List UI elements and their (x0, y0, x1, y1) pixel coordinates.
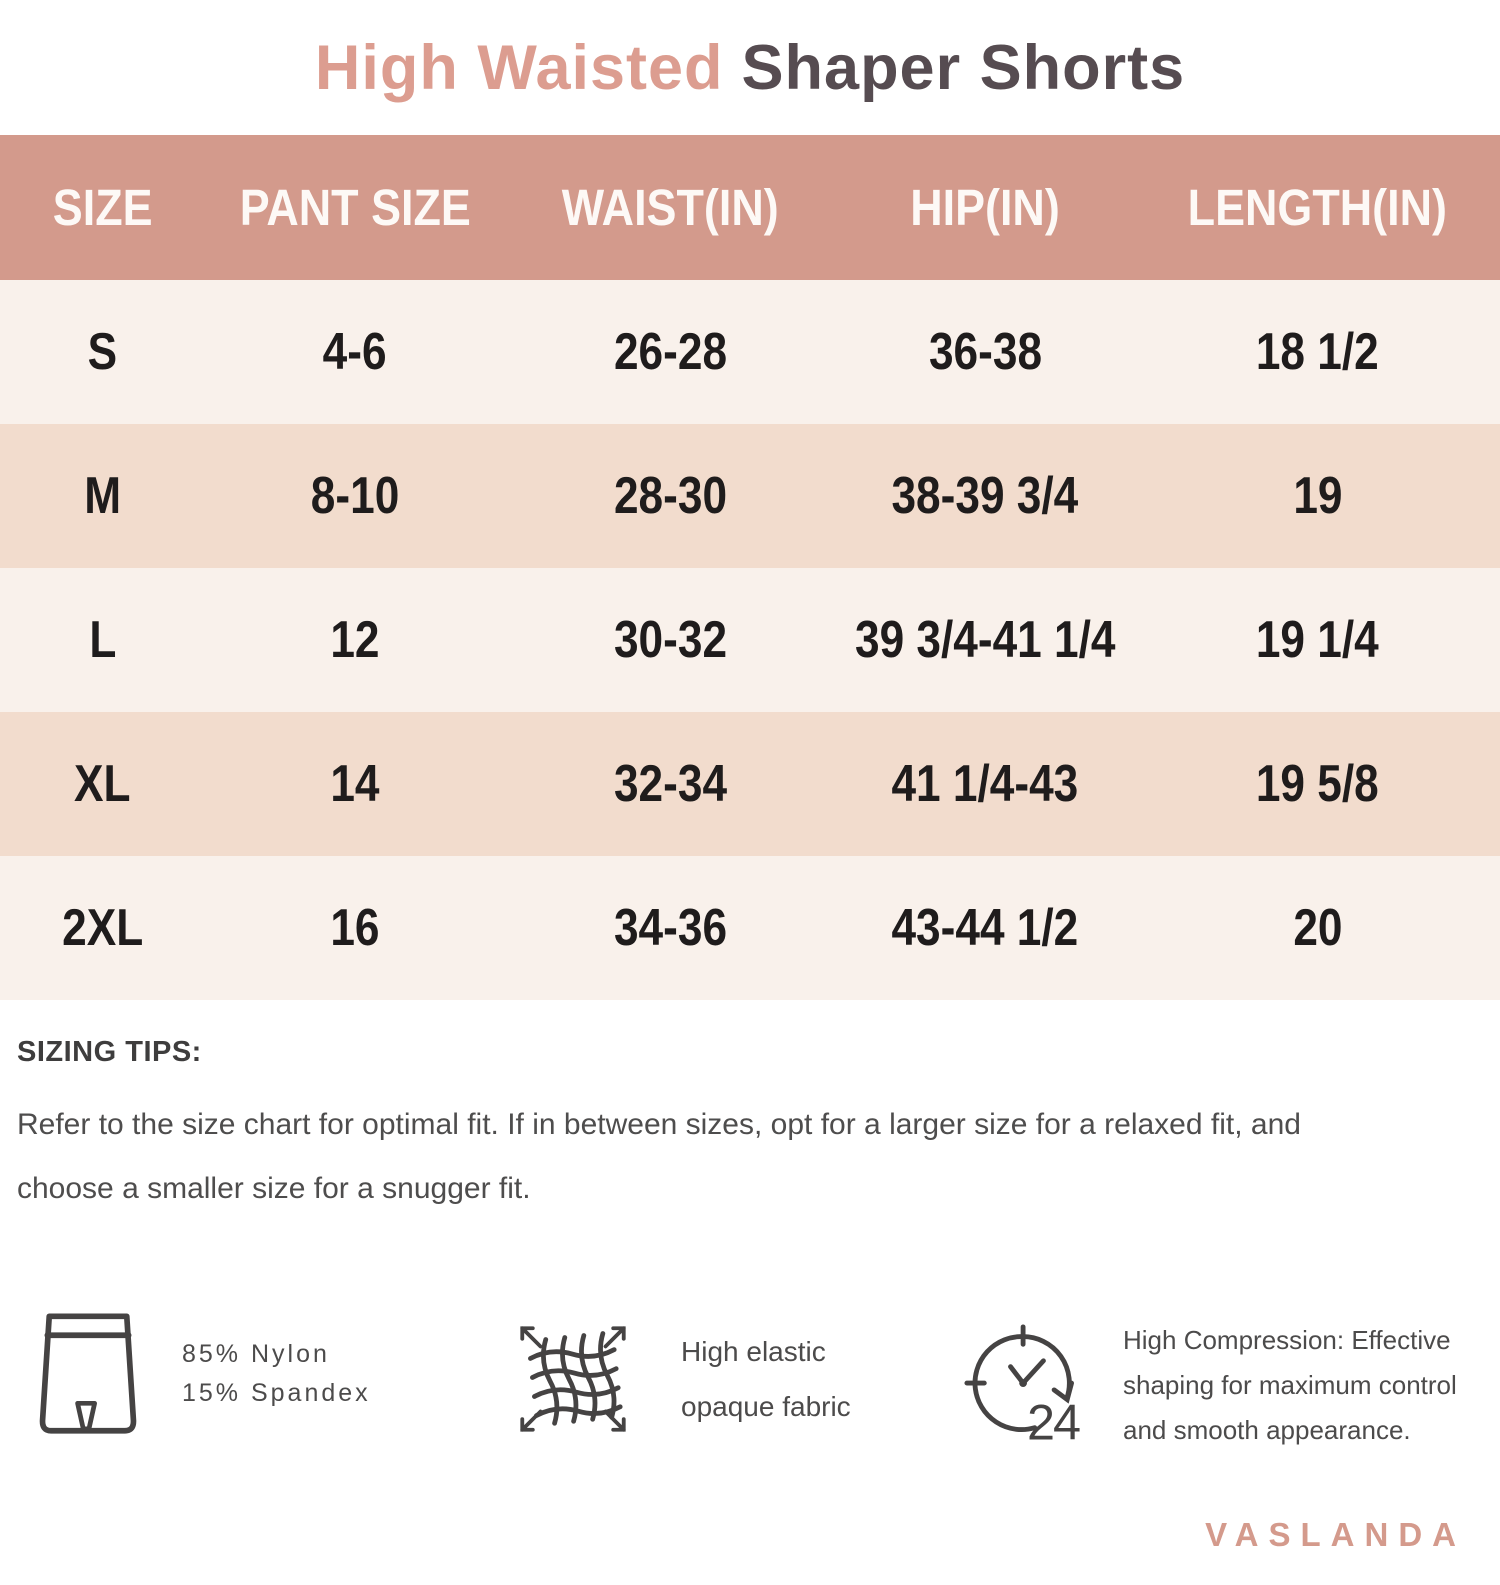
table-row-m: M 8-10 28-30 38-39 3/4 19 (0, 424, 1500, 568)
cell-waist: 34-36 (613, 899, 727, 957)
page-title: High Waisted Shaper Shorts (0, 0, 1500, 135)
cell-pant: 8-10 (310, 467, 400, 525)
cell-pant: 16 (330, 899, 380, 957)
col-header-size: SIZE (52, 179, 153, 236)
cell-length: 19 (1292, 467, 1343, 525)
brand-logo: VASLANDA (1205, 1516, 1466, 1553)
title-rest: Shaper Shorts (741, 32, 1186, 103)
sizing-tips-heading: SIZING TIPS: (17, 1036, 202, 1068)
sizing-tips-body: Refer to the size chart for optimal fit.… (17, 1093, 1487, 1221)
table-row-l: L 12 30-32 39 3/4-41 1/4 19 1/4 (0, 568, 1500, 712)
cell-length: 19 5/8 (1256, 755, 1379, 813)
feature-text: 85% Nylon 15% Spandex (182, 1340, 371, 1407)
table-row-xl: XL 14 32-34 41 1/4-43 19 5/8 (0, 712, 1500, 856)
cell-size: 2XL (61, 899, 144, 957)
title-accent: High Waisted (314, 32, 724, 103)
sizing-tips-line: choose a smaller size for a snugger fit. (17, 1172, 531, 1205)
cell-hip: 36-38 (928, 323, 1042, 381)
cell-hip: 41 1/4-43 (891, 755, 1079, 813)
cell-length: 20 (1292, 899, 1343, 957)
cell-waist: 26-28 (613, 323, 727, 381)
feature-fabric-composition: 85% Nylon 15% Spandex (36, 1310, 371, 1438)
table-header-row: SIZE PANT SIZE WAIST(IN) HIP(IN) LENGTH(… (0, 135, 1500, 280)
sizing-tips-section: SIZING TIPS: Refer to the size chart for… (17, 1036, 1487, 1221)
cell-pant: 12 (330, 611, 380, 669)
cell-waist: 30-32 (613, 611, 727, 669)
cell-waist: 32-34 (613, 755, 727, 813)
cell-size: L (88, 611, 116, 669)
clock-24-label: 24 (1027, 1393, 1080, 1449)
cell-waist: 28-30 (613, 467, 727, 525)
cell-size: XL (74, 755, 131, 813)
cell-length: 19 1/4 (1256, 611, 1379, 669)
cell-pant: 4-6 (323, 323, 387, 381)
cell-hip: 39 3/4-41 1/4 (854, 611, 1116, 669)
shaper-shorts-icon (39, 1313, 137, 1434)
table-row-s: S 4-6 26-28 36-38 18 1/2 (0, 280, 1500, 424)
elastic-mesh-icon (520, 1326, 626, 1432)
cell-size: S (87, 323, 118, 381)
col-header-pant-size: PANT SIZE (239, 179, 471, 236)
feature-high-compression: 24 High Compression: Effective shaping f… (963, 1318, 1457, 1453)
cell-length: 18 1/2 (1256, 323, 1379, 381)
feature-text: High Compression: Effective shaping for … (1123, 1325, 1457, 1445)
24h-compression-clock-icon: 24 (964, 1323, 1082, 1449)
size-chart-table: SIZE PANT SIZE WAIST(IN) HIP(IN) LENGTH(… (0, 135, 1500, 1000)
cell-hip: 43-44 1/2 (891, 899, 1079, 957)
col-header-hip: HIP(IN) (910, 179, 1060, 236)
col-header-waist: WAIST(IN) (561, 179, 779, 236)
feature-text: High elastic opaque fabric (681, 1336, 851, 1422)
col-header-length: LENGTH(IN) (1187, 179, 1448, 236)
feature-high-elastic: High elastic opaque fabric (503, 1312, 851, 1446)
cell-pant: 14 (330, 755, 380, 813)
sizing-tips-line: Refer to the size chart for optimal fit.… (17, 1108, 1301, 1141)
table-row-2xl: 2XL 16 34-36 43-44 1/2 20 (0, 856, 1500, 1000)
cell-hip: 38-39 3/4 (891, 467, 1079, 525)
cell-size: M (84, 467, 121, 525)
